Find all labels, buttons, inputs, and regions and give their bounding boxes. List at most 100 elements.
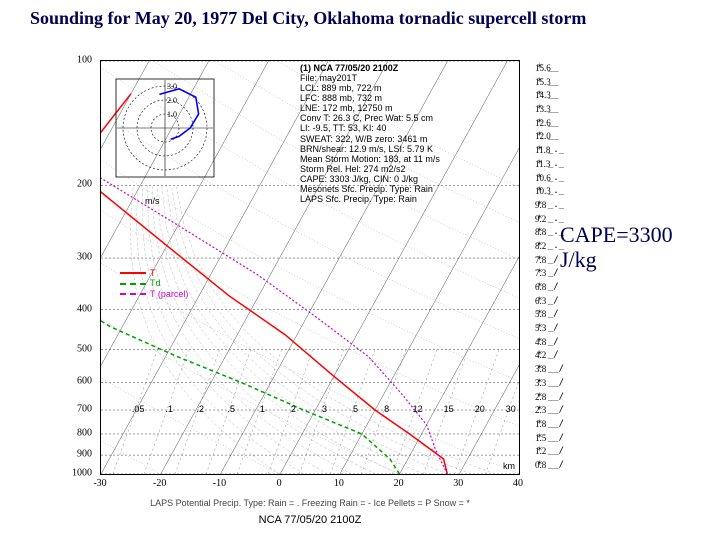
wind-barb: * _/ (537, 296, 559, 306)
info-line: LCL: 889 mb, 722 m (300, 83, 515, 93)
mixing-ratio-label: 2 (291, 404, 296, 414)
x-tick-label: 10 (334, 478, 344, 489)
x-tick-label: 0 (277, 478, 282, 489)
mixing-ratio-label: 20 (475, 404, 485, 414)
info-line: CAPE: 3303 J/kg, CIN: 0 J/kg (300, 174, 515, 184)
y-tick-label: 700 (62, 404, 92, 415)
svg-text:1.0: 1.0 (167, 110, 177, 119)
wind-barb: * __ (537, 90, 559, 100)
wind-barb: * __ (537, 63, 559, 73)
wind-barb: * _/ (537, 323, 559, 333)
svg-text:2.0: 2.0 (167, 96, 177, 105)
legend-label: T (150, 268, 156, 278)
hodograph-units: m/s (145, 196, 160, 206)
wind-barb: * _._ (537, 241, 564, 251)
wind-barb: * __/ (537, 364, 564, 374)
legend-label: T (parcel) (150, 289, 188, 299)
mixing-ratio-label: 12 (413, 404, 423, 414)
wind-barb: * __/ (537, 460, 564, 470)
y-tick-label: 800 (62, 427, 92, 438)
mixing-ratio-label: 30 (506, 404, 516, 414)
legend-swatch (120, 272, 146, 274)
wind-barb: * _/ (537, 350, 559, 360)
mixing-ratio-label: 1 (260, 404, 265, 414)
info-line: BRN/shear: 12.9 m/s, LSI: 5.79 K (300, 144, 515, 154)
mixing-ratio-label: 5 (353, 404, 358, 414)
wind-barb: * _._ (537, 145, 564, 155)
cape-line1: CAPE=3300 (560, 222, 673, 247)
legend-item: T (120, 268, 188, 278)
legend-item: T (parcel) (120, 289, 188, 299)
mixing-ratio-label: 8 (384, 404, 389, 414)
mixing-ratio-label: .1 (165, 404, 173, 414)
y-tick-label: 600 (62, 376, 92, 387)
wind-barb: * _/ (537, 268, 559, 278)
wind-barb: * _._ (537, 186, 564, 196)
wind-barb: * __ (537, 131, 559, 141)
y-tick-label: 100 (62, 55, 92, 66)
x-tick-label: 20 (394, 478, 404, 489)
x-tick-label: -10 (213, 478, 226, 489)
info-line: LFC: 888 mb, 732 m (300, 93, 515, 103)
wind-barb: * _._ (537, 214, 564, 224)
mixing-ratio-label: .2 (197, 404, 205, 414)
sounding-info-block: (1) NCA 77/05/20 2100ZFile: may201TLCL: … (300, 63, 515, 204)
wind-barb: * __/ (537, 378, 564, 388)
y-tick-label: 900 (62, 449, 92, 460)
info-line: (1) NCA 77/05/20 2100Z (300, 63, 515, 73)
legend-swatch (120, 283, 146, 285)
x-tick-label: 30 (453, 478, 463, 489)
hodograph-svg: 1.02.03.0 (115, 78, 215, 178)
wind-barb: * _/ (537, 255, 559, 265)
info-line: Mean Storm Motion: 183, at 11 m/s (300, 154, 515, 164)
wind-barb: * _._ (537, 173, 564, 183)
info-line: LAPS Sfc. Precip. Type: Rain (300, 194, 515, 204)
wind-barb: * _/ (537, 337, 559, 347)
y-tick-label: 400 (62, 303, 92, 314)
page: Sounding for May 20, 1977 Del City, Okla… (0, 0, 720, 540)
x-tick-label: 40 (513, 478, 523, 489)
hodograph: 1.02.03.0 (115, 78, 215, 178)
wind-barb: * _._ (537, 159, 564, 169)
info-line: Mesonets Sfc. Precip. Type: Rain (300, 184, 515, 194)
info-line: LNE: 172 mb, 12750 m (300, 103, 515, 113)
y-tick-label: 1000 (62, 468, 92, 479)
info-line: SWEAT: 322, W/B zero: 3461 m (300, 134, 515, 144)
legend-swatch (120, 293, 146, 295)
wind-barb: * _._ (537, 227, 564, 237)
mixing-ratio-label: 3 (322, 404, 327, 414)
wind-barb: * __/ (537, 405, 564, 415)
cape-annotation: CAPE=3300 J/kg (560, 222, 700, 273)
series-legend: TTdT (parcel) (120, 268, 188, 299)
wind-barb: * _/ (537, 309, 559, 319)
info-line: LI: -9.5, TT: 53, KI: 40 (300, 123, 515, 133)
mixing-ratio-label: .5 (228, 404, 236, 414)
footer-precip-key: LAPS Potential Precip. Type: Rain = . Fr… (100, 498, 520, 508)
legend-label: Td (150, 278, 161, 288)
footer-station-time: NCA 77/05/20 2100Z (100, 514, 520, 526)
km-label: km (503, 461, 515, 471)
wind-barb: * __/ (537, 446, 564, 456)
wind-barb: * __/ (537, 419, 564, 429)
y-tick-label: 500 (62, 343, 92, 354)
x-tick-label: -20 (153, 478, 166, 489)
wind-barb: * __ (537, 77, 559, 87)
mixing-ratio-label: 15 (444, 404, 454, 414)
x-tick-label: -30 (93, 478, 106, 489)
wind-barb: * __/ (537, 433, 564, 443)
y-axis: 1002003004005006007008009001000 (66, 60, 96, 475)
page-title: Sounding for May 20, 1977 Del City, Okla… (30, 8, 586, 29)
info-line: File: may201T (300, 73, 515, 83)
mixing-ratio-label: .05 (132, 404, 145, 414)
wind-barb: * _._ (537, 200, 564, 210)
wind-barb-column: * __ * __ * __ * __ * __ * __ * _._ * _._ * _._ *… (530, 60, 570, 475)
wind-barb: * __/ (537, 392, 564, 402)
x-axis: -30-20-10010203040 (100, 478, 520, 494)
wind-barb: * __ (537, 104, 559, 114)
info-line: Storm Rel. Hel: 274 m2/s2 (300, 164, 515, 174)
legend-item: Td (120, 278, 188, 288)
wind-barb: * __ (537, 118, 559, 128)
wind-barb: * _/ (537, 282, 559, 292)
info-line: Conv T: 26.3 C, Prec Wat: 5.5 cm (300, 113, 515, 123)
y-tick-label: 300 (62, 252, 92, 263)
